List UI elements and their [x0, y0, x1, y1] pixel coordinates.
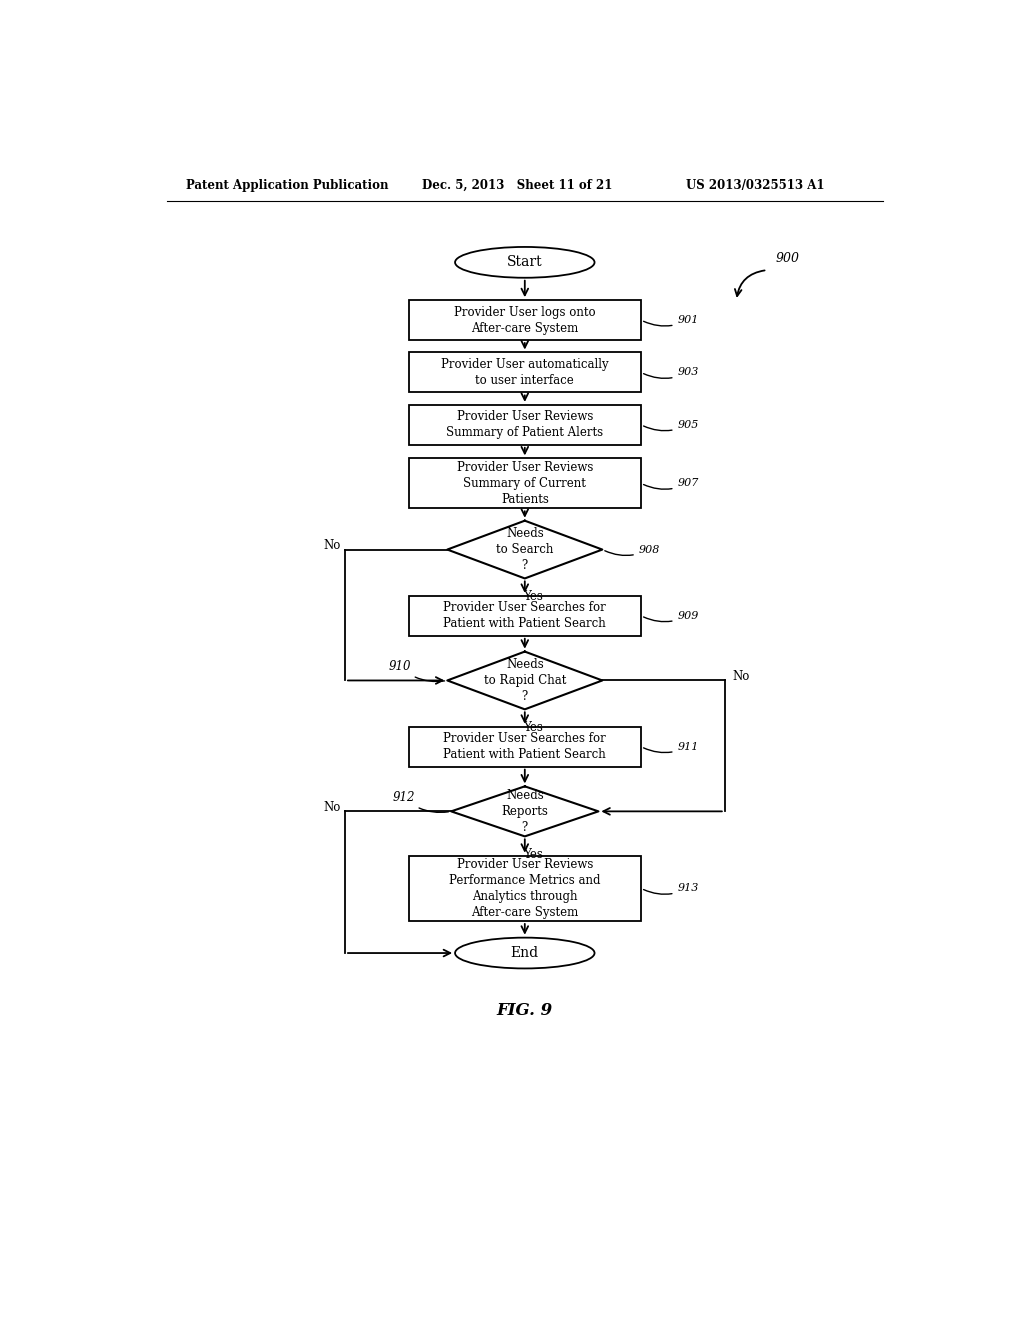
Text: 909: 909	[643, 611, 698, 622]
Text: 913: 913	[643, 883, 698, 894]
Polygon shape	[447, 652, 602, 709]
Text: No: No	[324, 801, 341, 814]
Text: Provider User Reviews
Summary of Patient Alerts: Provider User Reviews Summary of Patient…	[446, 411, 603, 440]
FancyBboxPatch shape	[409, 300, 641, 341]
Text: Dec. 5, 2013   Sheet 11 of 21: Dec. 5, 2013 Sheet 11 of 21	[423, 178, 613, 191]
Text: 907: 907	[643, 478, 698, 490]
Text: Patent Application Publication: Patent Application Publication	[186, 178, 389, 191]
Text: 910: 910	[388, 660, 444, 681]
FancyBboxPatch shape	[409, 726, 641, 767]
Text: 900: 900	[775, 252, 799, 264]
Text: Yes: Yes	[522, 590, 543, 603]
Text: No: No	[732, 671, 750, 684]
Text: 911: 911	[643, 742, 698, 752]
Ellipse shape	[455, 937, 595, 969]
Text: Provider User logs onto
After-care System: Provider User logs onto After-care Syste…	[454, 306, 596, 334]
Polygon shape	[447, 520, 602, 578]
Text: Provider User automatically
to user interface: Provider User automatically to user inte…	[441, 358, 608, 387]
FancyBboxPatch shape	[409, 458, 641, 508]
Text: Provider User Reviews
Summary of Current
Patients: Provider User Reviews Summary of Current…	[457, 461, 593, 506]
Polygon shape	[452, 787, 598, 837]
Text: Provider User Reviews
Performance Metrics and
Analytics through
After-care Syste: Provider User Reviews Performance Metric…	[450, 858, 600, 919]
Text: 903: 903	[643, 367, 698, 379]
Text: Start: Start	[507, 255, 543, 269]
Text: End: End	[511, 946, 539, 960]
Text: Needs
to Search
?: Needs to Search ?	[496, 527, 554, 572]
Text: US 2013/0325513 A1: US 2013/0325513 A1	[686, 178, 824, 191]
FancyBboxPatch shape	[409, 595, 641, 636]
FancyBboxPatch shape	[409, 405, 641, 445]
Text: Yes: Yes	[522, 721, 543, 734]
Text: Needs
to Rapid Chat
?: Needs to Rapid Chat ?	[483, 657, 566, 704]
Text: Provider User Searches for
Patient with Patient Search: Provider User Searches for Patient with …	[443, 602, 606, 630]
Text: FIG. 9: FIG. 9	[497, 1002, 553, 1019]
Text: No: No	[324, 539, 341, 552]
Ellipse shape	[455, 247, 595, 277]
Text: Needs
Reports
?: Needs Reports ?	[502, 789, 548, 834]
Text: Provider User Searches for
Patient with Patient Search: Provider User Searches for Patient with …	[443, 733, 606, 762]
Text: 912: 912	[392, 791, 449, 812]
Text: 901: 901	[643, 315, 698, 326]
FancyBboxPatch shape	[409, 855, 641, 921]
FancyBboxPatch shape	[409, 352, 641, 392]
Text: 908: 908	[605, 545, 660, 556]
Text: Yes: Yes	[522, 847, 543, 861]
Text: 905: 905	[643, 420, 698, 430]
